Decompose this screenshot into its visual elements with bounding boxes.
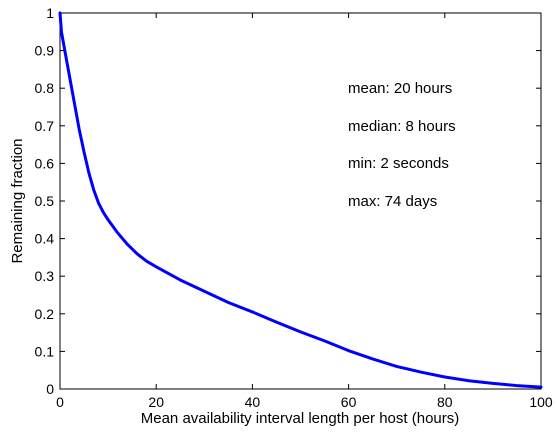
x-tick-label: 0 xyxy=(56,394,64,410)
annotation-text: mean: 20 hours xyxy=(348,80,452,97)
y-axis-label: Remaining fraction xyxy=(9,138,26,263)
y-tick-label: 0.9 xyxy=(35,43,55,59)
series-layer xyxy=(58,11,543,389)
y-tick-label: 1 xyxy=(46,5,54,21)
y-tick-label: 0.4 xyxy=(35,231,55,247)
x-tick-label: 60 xyxy=(341,394,357,410)
y-tick-label: 0.7 xyxy=(35,118,55,134)
x-tick-label: 20 xyxy=(148,394,164,410)
annotation-text: max: 74 days xyxy=(348,193,437,210)
y-tick-label: 0 xyxy=(46,381,54,397)
y-tick-label: 0.1 xyxy=(35,343,55,359)
y-tick-label: 0.6 xyxy=(35,155,55,171)
annotation-text: min: 2 seconds xyxy=(348,155,449,172)
annotations: mean: 20 hours median: 8 hours min: 2 seco… xyxy=(348,80,456,210)
annotation-text: median: 8 hours xyxy=(348,118,456,135)
x-axis-label: Mean availability interval length per ho… xyxy=(141,410,460,427)
ticks: 0 20 40 60 80 100 0 0.1 0.2 0.3 0.4 0.5 0.6 0.7 0.8 0.9… xyxy=(35,5,553,410)
plot-area xyxy=(59,12,542,390)
y-tick-label: 0.2 xyxy=(35,306,55,322)
x-tick-label: 100 xyxy=(529,394,553,410)
y-tick-label: 0.3 xyxy=(35,268,55,284)
x-tick-label: 40 xyxy=(245,394,261,410)
y-tick-label: 0.5 xyxy=(35,193,55,209)
series-line xyxy=(58,11,543,389)
x-tick-label: 80 xyxy=(437,394,453,410)
y-tick-label: 0.8 xyxy=(35,80,55,96)
